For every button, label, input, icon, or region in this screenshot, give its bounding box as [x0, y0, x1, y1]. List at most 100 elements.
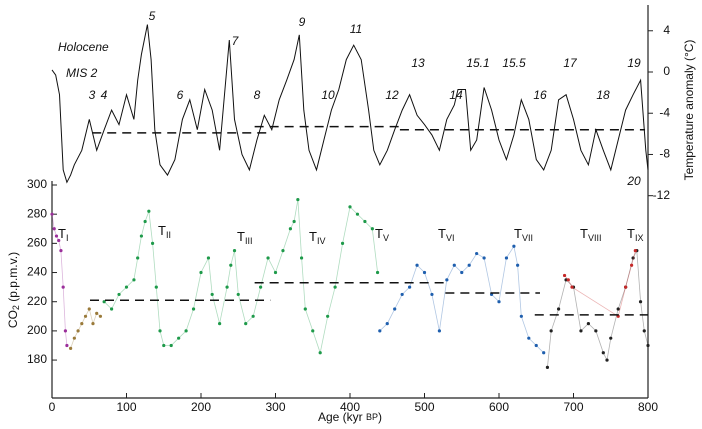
co2-point [281, 249, 285, 253]
co2-point [415, 263, 419, 267]
co2-point [69, 346, 73, 350]
co2-point [363, 219, 367, 224]
x-tick-label: 200 [191, 400, 211, 414]
co2-point [54, 234, 59, 238]
co2-point [91, 321, 95, 326]
x-tick-label: 500 [414, 400, 434, 414]
co2-point [117, 292, 121, 297]
y-tick-label: 220 [27, 294, 47, 308]
co2-point [259, 285, 263, 289]
co2-point [570, 285, 574, 289]
y-axis-label: CO2 (p.p.m.v.) [6, 252, 21, 328]
x-tick-label: 400 [340, 400, 360, 414]
co2-point [562, 273, 567, 278]
x-axis-label: Age (kyr BP) [318, 410, 382, 424]
termination-sub: V [383, 233, 389, 243]
co2-point [467, 263, 471, 267]
termination-label: TV [375, 226, 389, 243]
co2-point [594, 329, 598, 333]
y-tick-label: 280 [27, 206, 47, 220]
co2-point [340, 241, 345, 245]
co2-point [601, 351, 605, 355]
termination-sub: IV [317, 236, 326, 246]
co2-point [65, 343, 69, 348]
co2-point [542, 351, 546, 355]
x-tick-label: 700 [563, 400, 583, 414]
co2-point [199, 270, 203, 275]
stage-label: Holocene [58, 40, 109, 54]
co2-point [519, 314, 523, 318]
stage-label: MIS 2 [66, 66, 98, 80]
co2-point [633, 249, 637, 253]
x-tick-label: 600 [489, 400, 509, 414]
co2-point [266, 256, 270, 260]
co2-point [497, 300, 501, 304]
co2-line [564, 250, 636, 317]
co2-point [527, 336, 531, 340]
stage-label: 7 [232, 34, 240, 48]
termination-sub: III [245, 236, 253, 246]
x-tick-label: 800 [638, 400, 658, 414]
co2-point [296, 197, 300, 202]
co2-point [549, 329, 553, 333]
co2-point [232, 249, 237, 253]
termination-sub: VII [522, 233, 533, 243]
termination-main: T [158, 223, 166, 238]
co2-point [586, 321, 591, 326]
co2-point [292, 219, 296, 224]
co2-point [98, 314, 103, 318]
co2-point [638, 300, 643, 304]
co2-point [437, 329, 441, 333]
co2-point [80, 321, 84, 326]
co2-point [430, 292, 434, 297]
co2-point [225, 285, 229, 289]
co2-point [95, 311, 99, 315]
co2-line [103, 199, 378, 355]
co2-point [76, 329, 80, 333]
co2-point [504, 256, 509, 260]
co2-point [579, 329, 583, 333]
co2-point [191, 307, 196, 311]
stage-label: 8 [254, 88, 261, 102]
co2-point [162, 343, 166, 348]
co2-point [646, 343, 650, 348]
stage-label: 15.1 [466, 56, 489, 70]
co2-point [61, 285, 65, 289]
co2-point [63, 329, 68, 333]
stage-label: 11 [350, 22, 362, 36]
y-tick-label: 260 [27, 236, 47, 250]
termination-main: T [237, 229, 245, 244]
y-tick-label: 240 [27, 265, 47, 279]
co2-point [154, 285, 158, 289]
co2-point [385, 321, 389, 326]
co2-point [348, 205, 352, 209]
co2-point [251, 314, 255, 318]
termination-label: TII [158, 223, 171, 240]
co2-point [605, 358, 609, 362]
co2-point [72, 336, 76, 340]
x-tick-label: 100 [116, 400, 136, 414]
y2-tick-label: -8 [659, 147, 670, 161]
stage-label: 13 [411, 56, 425, 70]
termination-sub: IX [635, 233, 644, 243]
stage-label: 14 [449, 88, 463, 102]
co2-point [143, 219, 147, 224]
co2-point [147, 209, 151, 213]
co2-point [534, 343, 538, 348]
stage-label: 18 [596, 88, 610, 102]
co2-point [102, 300, 106, 304]
termination-label: TIV [309, 229, 325, 246]
co2-point [318, 351, 322, 355]
termination-label: TI [58, 226, 68, 243]
co2-point [375, 270, 380, 275]
co2-point [288, 227, 292, 231]
stage-label: 4 [101, 88, 108, 102]
stage-label: 5 [149, 9, 156, 23]
y2-tick-label: 4 [663, 23, 670, 37]
stage-label: 10 [321, 88, 335, 102]
co2-point [150, 241, 155, 245]
termination-sub: VIII [588, 233, 602, 243]
stage-label: 15.5 [502, 56, 526, 70]
co2-point [630, 263, 634, 267]
co2-point [136, 256, 140, 260]
